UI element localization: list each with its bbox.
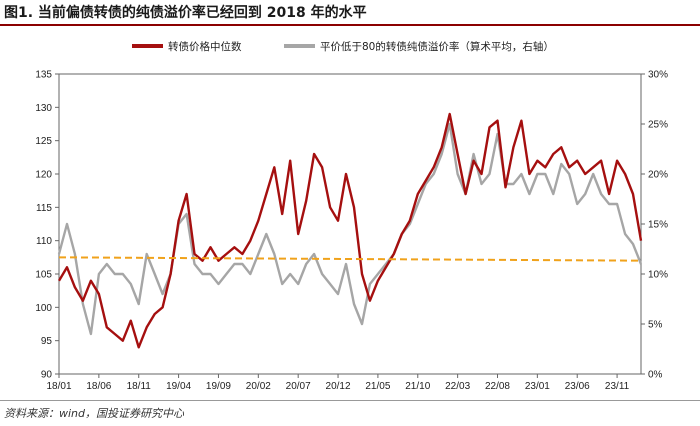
right-tick-label: 20%	[648, 170, 668, 181]
left-tick-label: 105	[35, 270, 52, 281]
right-tick-label: 0%	[648, 370, 663, 381]
left-tick-label: 115	[36, 203, 52, 214]
right-tick-label: 15%	[648, 220, 668, 231]
left-tick-label: 95	[41, 336, 53, 347]
legend-label-price: 转债价格中位数	[168, 40, 242, 53]
right-axis: 0% 5% 10% 15% 20% 25% 30%	[641, 70, 668, 381]
x-tick-label: 19/04	[166, 381, 191, 392]
left-tick-label: 110	[36, 236, 52, 247]
left-tick-label: 135	[35, 70, 52, 81]
left-tick-label: 125	[35, 136, 52, 147]
title-rule	[0, 24, 700, 26]
series-line-premium	[57, 122, 643, 336]
x-tick-label: 20/07	[286, 381, 311, 392]
left-tick-label: 100	[35, 303, 52, 314]
x-axis: 18/01 18/06 18/11 19/04 19/09 20/02 20/07 20/12…	[46, 374, 630, 392]
x-tick-label: 21/05	[365, 381, 390, 392]
x-tick-label: 21/10	[405, 381, 430, 392]
legend: 转债价格中位数 平价低于80的转债纯债溢价率（算术平均，右轴）	[132, 40, 554, 53]
source-note: 资料来源：wind，国投证券研究中心	[4, 407, 185, 420]
x-tick-label: 20/02	[246, 381, 271, 392]
left-tick-label: 120	[35, 170, 52, 181]
x-tick-label: 23/11	[605, 381, 630, 392]
series-layer	[57, 112, 643, 349]
right-tick-label: 5%	[648, 320, 663, 331]
left-axis: 90 95 100 105 110 115 120 125 130 135	[35, 70, 59, 381]
reference-line	[58, 256, 642, 262]
left-tick-label: 90	[41, 370, 53, 381]
x-tick-label: 20/12	[326, 381, 351, 392]
x-tick-label: 18/01	[46, 381, 71, 392]
x-tick-label: 19/09	[206, 381, 231, 392]
series-line-price	[57, 112, 643, 349]
x-tick-label: 22/03	[445, 381, 470, 392]
figure-title: 图1. 当前偏债转债的纯债溢价率已经回到 2018 年的水平	[4, 5, 367, 21]
right-tick-label: 30%	[648, 70, 668, 81]
x-tick-label: 18/11	[127, 381, 152, 392]
x-tick-label: 23/06	[565, 381, 590, 392]
x-tick-label: 23/01	[525, 381, 550, 392]
x-tick-label: 18/06	[86, 381, 111, 392]
right-tick-label: 25%	[648, 120, 668, 131]
right-tick-label: 10%	[648, 270, 668, 281]
left-tick-label: 130	[35, 103, 52, 114]
legend-label-premium: 平价低于80的转债纯债溢价率（算术平均，右轴）	[320, 40, 554, 53]
bottom-rule	[0, 400, 700, 401]
x-tick-label: 22/08	[485, 381, 510, 392]
